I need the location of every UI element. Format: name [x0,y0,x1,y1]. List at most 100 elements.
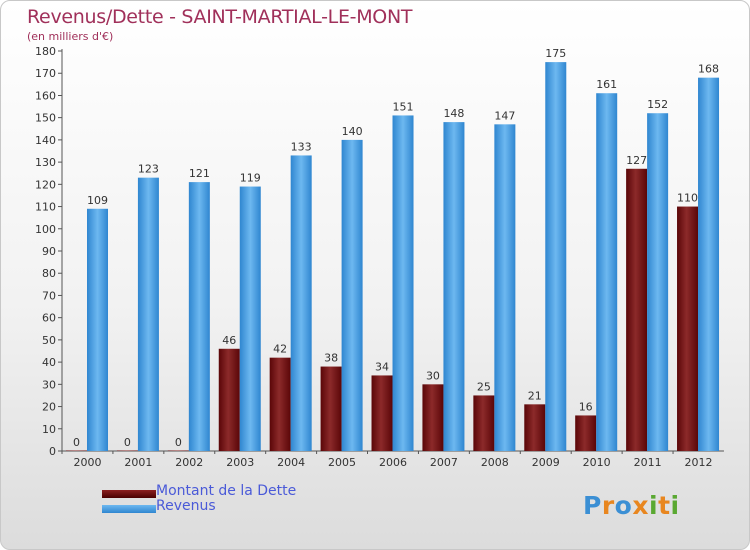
y-tick-label: 50 [42,334,56,347]
legend-label-revenus: Revenus [156,498,216,514]
y-tick-label: 120 [35,178,56,191]
bar-dette [473,395,495,451]
proxiti-logo: Proxiti [583,491,680,520]
bar-dette [575,415,597,451]
bar-revenus [596,93,618,451]
bar-revenus [494,124,516,451]
labels: 0 109 0 123 0 121 46 119 42 133 38 140 34 151 30 148 25 1… [73,47,719,449]
data-label-revenus: 151 [393,100,414,113]
data-label-dette: 38 [324,352,338,365]
bar-revenus [188,182,210,451]
data-label-revenus: 148 [443,107,464,120]
data-label-revenus: 175 [545,47,566,60]
y-tick-label: 100 [35,223,56,236]
data-label-dette: 34 [375,360,389,373]
bar-revenus [392,115,414,451]
y-tick-label: 90 [42,245,56,258]
data-label-revenus: 161 [596,78,617,91]
y-tick-label: 70 [42,289,56,302]
data-label-dette: 46 [222,334,236,347]
x-tick-label: 2006 [379,456,407,469]
data-label-revenus: 121 [189,167,210,180]
data-label-dette: 0 [73,436,80,449]
bars [66,62,720,452]
legend-label-dette: Montant de la Dette [156,483,297,499]
data-label-revenus: 123 [138,163,159,176]
logo-letter: r [601,491,615,520]
data-label-revenus: 168 [698,63,719,76]
legend-swatch-revenus [102,505,156,513]
logo-letter: P [583,491,602,520]
data-label-revenus: 109 [87,194,108,207]
data-label-dette: 30 [426,369,440,382]
x-tick-label: 2005 [328,456,356,469]
data-label-revenus: 119 [240,172,261,185]
bar-dette [167,450,189,451]
y-tick-label: 160 [35,89,56,102]
data-label-dette: 21 [528,389,542,402]
x-tick-label: 2012 [685,456,713,469]
bar-revenus [698,77,720,452]
x-tick-label: 2010 [583,456,611,469]
x-tick-label: 2004 [277,456,305,469]
bar-dette [320,366,342,451]
bar-revenus [545,62,567,451]
x-tick-label: 2003 [226,456,254,469]
bar-revenus [87,208,108,451]
y-tick-label: 20 [42,401,56,414]
chart-title: Revenus/Dette - SAINT-MARTIAL-LE-MONT [27,6,413,28]
y-tick-label: 80 [42,267,56,280]
y-tick-label: 170 [35,67,56,80]
data-label-dette: 42 [273,343,287,356]
chart-subtitle: (en milliers d'€) [27,30,114,43]
x-tick-label: 2007 [430,456,458,469]
x-tick-label: 2001 [124,456,152,469]
bar-revenus [341,139,363,451]
bar-dette [677,206,699,451]
data-label-dette: 127 [626,154,647,167]
bar-revenus [290,155,312,451]
data-label-revenus: 147 [494,109,515,122]
bar-dette [371,375,393,451]
logo-letter: t [658,491,671,520]
bar-dette [422,384,444,451]
x-tick-label: 2011 [634,456,662,469]
logo-letter: i [649,491,659,520]
bar-dette [269,357,291,451]
logo-letter: o [614,491,633,520]
y-tick-label: 60 [42,312,56,325]
data-label-dette: 16 [579,400,593,413]
legend-swatch-dette [102,490,156,498]
bar-revenus [239,186,261,452]
x-tick-label: 2009 [532,456,560,469]
y-tick-label: 130 [35,156,56,169]
bar-dette [116,450,138,451]
logo-letter: x [632,491,649,520]
y-tick-label: 180 [35,45,56,58]
data-label-revenus: 133 [291,140,312,153]
y-tick-label: 150 [35,112,56,125]
y-tick-label: 0 [49,445,56,458]
bar-revenus [443,122,465,451]
data-label-dette: 0 [124,436,131,449]
y-tick-label: 110 [35,201,56,214]
bar-dette [66,450,87,451]
y-tick-label: 40 [42,356,56,369]
data-label-dette: 25 [477,380,491,393]
logo-letter: i [670,491,680,520]
bar-revenus [647,113,669,451]
bar-dette [626,168,648,451]
bar-dette [524,404,546,451]
data-label-revenus: 152 [647,98,668,111]
bar-dette [218,348,240,451]
data-label-revenus: 140 [342,125,363,138]
bar-revenus [137,177,159,451]
y-tick-label: 30 [42,378,56,391]
x-tick-label: 2008 [481,456,509,469]
data-label-dette: 110 [677,192,698,205]
x-tick-label: 2000 [73,456,101,469]
x-tick-label: 2002 [175,456,203,469]
y-tick-label: 140 [35,134,56,147]
